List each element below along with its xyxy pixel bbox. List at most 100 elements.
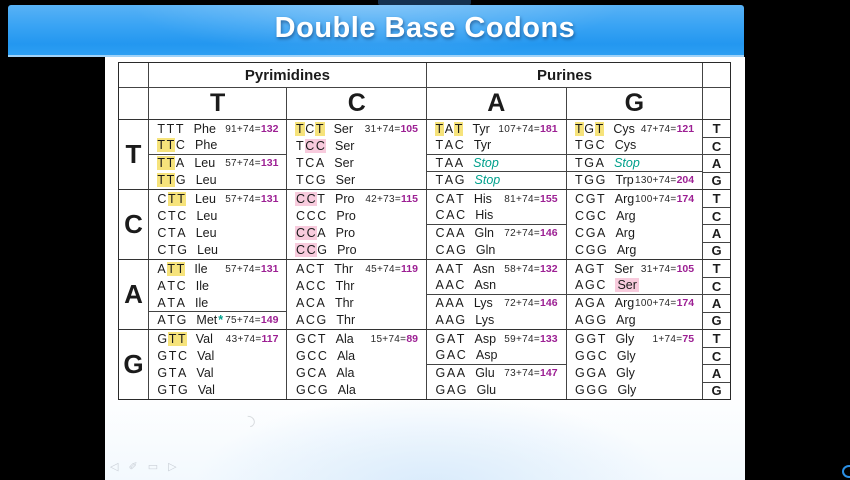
mass-equation: 45+74=119 <box>365 262 418 275</box>
codon-line-CCC: CCC Pro <box>287 207 426 224</box>
next-slide-icon[interactable]: ▷ <box>168 461 177 473</box>
codon-cell-AG: AGT Ser 31+74=105 AGC Ser AGA Arg 100+74=174 AGG… <box>566 260 704 329</box>
codon-ATG: ATG <box>157 313 187 328</box>
codon-line-TCG: TCG Ser <box>287 172 426 189</box>
mass-equation: 15+74=89 <box>370 332 418 345</box>
codon-CTC: CTC <box>157 208 187 223</box>
codon-GTG: GTG <box>157 383 189 398</box>
codon-line-GTA: GTA Val <box>149 365 287 382</box>
right-label-T: T <box>712 121 721 137</box>
amino-acid-label: Thr <box>334 296 354 311</box>
mass-equation: 100+74=174 <box>634 297 695 310</box>
codon-line-TTA: TTA Leu 57+74=131 <box>149 155 287 172</box>
codon-ATC: ATC <box>157 278 187 293</box>
amino-acid-label: Phe <box>195 138 218 153</box>
codon-line-CCT: CCT Pro 42+73=115 <box>287 190 426 207</box>
right-label-T: T <box>712 331 721 347</box>
corner-watermark <box>842 465 850 478</box>
amino-acid-label: Glu <box>476 383 497 398</box>
header-row-groups: Pyrimidines Purines <box>119 63 730 87</box>
amino-acid-label: His <box>473 191 492 206</box>
codon-TTT: TTT <box>157 121 185 136</box>
amino-acid-label: Ser <box>615 278 639 293</box>
codon-GGA: GGA <box>575 366 607 381</box>
amino-acid-label: Ala <box>337 383 356 398</box>
codon-line-GTG: GTG Val <box>149 382 287 399</box>
amino-acid-label: Val <box>197 348 215 363</box>
mass-equation: 72+74=146 <box>504 227 558 240</box>
mass-equation: 81+74=155 <box>504 192 558 205</box>
right-label-A: A <box>703 364 730 381</box>
codon-line-AGG: AGG Arg <box>567 312 703 329</box>
codon-CCC: CCC <box>295 208 327 223</box>
mass-equation: 130+74=204 <box>634 174 695 187</box>
codon-line-GGT: GGT Gly 1+74=75 <box>567 330 703 347</box>
codon-cell-TC: TCT Ser 31+74=105 TCC Ser TCA Ser TCG Ser <box>287 120 427 189</box>
codon-table: Pyrimidines Purines T C A G T TTT Phe 91+74=132 TT… <box>118 62 731 400</box>
codon-TCG: TCG <box>295 173 327 188</box>
col-header-C: C <box>287 88 427 119</box>
codon-line-TCA: TCA Ser <box>287 155 426 172</box>
codon-TTA: TTA <box>156 156 185 171</box>
codon-TCC: TCC <box>295 138 326 153</box>
codon-line-CAC: CAC His <box>427 207 566 225</box>
codon-CTA: CTA <box>157 226 187 241</box>
previous-slide-icon[interactable]: ◁ <box>110 461 119 473</box>
amino-acid-label: Pro <box>336 208 356 223</box>
amino-acid-label: Ala <box>335 331 354 346</box>
amino-acid-label: Gly <box>616 366 635 381</box>
codon-line-TAC: TAC Tyr <box>427 137 566 155</box>
codon-line-CTT: CTT Leu 57+74=131 <box>149 190 287 207</box>
amino-acid-label: Leu <box>195 173 217 188</box>
codon-line-GAC: GAC Asp <box>427 347 566 365</box>
codon-cell-GC: GCT Ala 15+74=89 GCC Ala GCA Ala GCG Ala <box>287 330 427 399</box>
amino-acid-label: Asn <box>473 261 495 276</box>
row-group-G: G GTT Val 43+74=117 GTC Val GTA Val GTG Val GCT Ala… <box>119 329 730 399</box>
codon-GCG: GCG <box>295 383 329 398</box>
codon-line-TAG: TAG Stop <box>427 172 566 189</box>
amino-acid-label: Gly <box>615 331 635 346</box>
codon-line-ATC: ATC Ile <box>149 277 287 294</box>
amino-acid-label: Arg <box>614 191 635 206</box>
right-label-G: G <box>703 311 730 329</box>
codon-TGC: TGC <box>575 138 606 153</box>
amino-acid-label: Glu <box>475 366 495 381</box>
amino-acid-label: Tyr <box>472 121 490 136</box>
codon-AAT: AAT <box>435 261 464 276</box>
codon-cell-GG: GGT Gly 1+74=75 GGC Gly GGA Gly GGG Gly <box>567 330 704 399</box>
amino-acid-label: Lys <box>475 313 495 328</box>
codon-line-GGC: GGC Gly <box>567 347 703 364</box>
amino-acid-label: Pro <box>335 226 356 241</box>
codon-CCG: CCG <box>295 243 328 258</box>
amino-acid-label: Leu <box>195 226 217 241</box>
amino-acid-label: Ser <box>335 173 356 188</box>
amino-acid-label: Pro <box>334 191 355 206</box>
right-label-C: C <box>703 207 730 224</box>
codon-line-CAA: CAA Gln 72+74=146 <box>427 225 566 242</box>
codon-line-TTT: TTT Phe 91+74=132 <box>149 120 287 137</box>
amino-acid-label: Ser <box>334 156 354 171</box>
codon-line-CCG: CCG Pro <box>287 242 426 259</box>
mass-equation: 75+74=149 <box>225 314 279 327</box>
codon-GTT: GTT <box>157 331 187 346</box>
col-header-T: T <box>149 88 288 119</box>
amino-acid-label: Stop <box>474 173 501 188</box>
right-label-C: C <box>703 347 730 364</box>
codon-GCA: GCA <box>295 366 327 381</box>
corner-cell <box>703 88 730 119</box>
amino-acid-label: Thr <box>334 261 354 276</box>
codon-line-TTC: TTC Phe <box>148 137 287 155</box>
codon-AAC: AAC <box>435 278 466 293</box>
codon-CCA: CCA <box>295 226 327 241</box>
row-group-C: C CTT Leu 57+74=131 CTC Leu CTA Leu CTG Leu CCT Pro… <box>119 189 730 259</box>
pen-tool-icon[interactable]: ✐ <box>128 461 138 473</box>
mass-equation: 43+74=117 <box>225 332 279 345</box>
codon-line-TCC: TCC Ser <box>287 137 426 154</box>
codon-AAG: AAG <box>435 313 466 328</box>
mass-equation: 57+74=131 <box>225 157 279 170</box>
amino-acid-label: Cys <box>613 121 635 136</box>
slide-menu-icon[interactable]: ▭ <box>147 461 159 473</box>
mass-equation: 73+74=147 <box>504 367 558 380</box>
